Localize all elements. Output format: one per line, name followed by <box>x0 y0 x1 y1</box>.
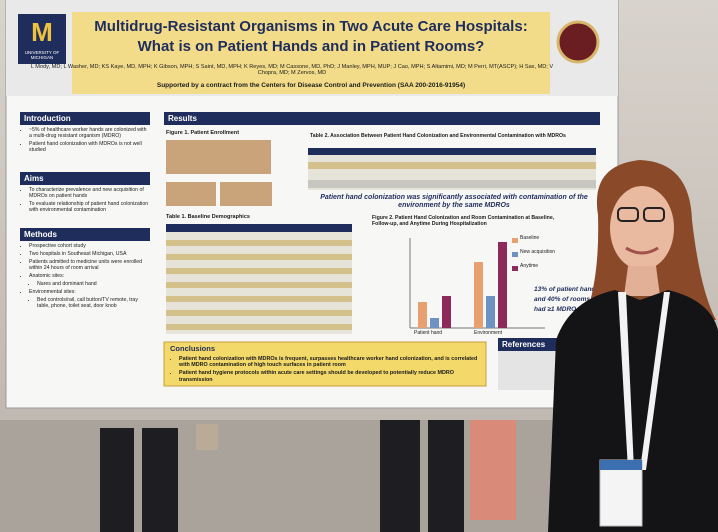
legend-swatch <box>512 252 518 257</box>
title-box <box>72 12 550 94</box>
neck <box>624 266 660 296</box>
figure-caption: Figure 1. Patient Enrollment <box>166 130 240 136</box>
lanyard <box>618 292 634 470</box>
aims: To characterize prevalence and new acqui… <box>20 187 150 216</box>
section-heading: Introduction <box>20 112 150 125</box>
legend-swatch <box>512 266 518 271</box>
callout: had ≥1 MDRO <box>534 306 577 313</box>
glasses <box>617 207 639 222</box>
title: What is on Patient Hands and in Patient … <box>137 38 485 55</box>
support: Supported by a contract from the Centers… <box>156 82 466 89</box>
conclusions-box <box>163 341 487 387</box>
group-label: Environment <box>474 330 503 336</box>
group-label: Patient hand <box>414 330 443 336</box>
badge-band <box>600 460 642 470</box>
table-rows <box>166 240 352 330</box>
background-people <box>100 420 464 532</box>
callout: 13% of patient hands <box>534 286 600 293</box>
bar <box>430 318 439 328</box>
bullet: Patients admitted to medicine units were… <box>29 259 150 272</box>
bullet: To evaluate relationship of patient hand… <box>29 201 150 214</box>
section-heading: Conclusions <box>170 344 216 353</box>
bullet: Prospective cohort study <box>29 243 150 250</box>
enrollment-box <box>166 182 216 206</box>
table-header <box>308 148 596 155</box>
background-person-dress <box>470 420 516 520</box>
section-heading: Aims <box>20 172 150 185</box>
table-caption: Table 2. Association Between Patient Han… <box>310 133 566 139</box>
callout: and 40% of rooms <box>534 296 590 303</box>
bullet: Bed controls/rail, call button/TV remote… <box>37 297 150 310</box>
va-seal <box>556 20 600 64</box>
table-caption: Table 1. Baseline Demographics <box>166 214 250 220</box>
legend-label: New acquisition <box>520 249 556 255</box>
finding: Patient hand colonization was significan… <box>320 194 588 210</box>
figure-caption: Figure 2. Patient Hand Colonization and … <box>372 215 555 227</box>
bullet: Patient hand hygiene protocols within ac… <box>179 370 480 382</box>
legend-swatch <box>512 238 518 243</box>
title: Multidrug-Resistant Organisms in Two Acu… <box>94 18 528 35</box>
bullet: Anatomic sites: <box>29 273 150 280</box>
methods: Prospective cohort study Two hospitals i… <box>20 243 150 312</box>
authors: L Mody, MD; L Washer, MD; KS Kaye, MD, M… <box>30 64 554 77</box>
enrollment-box <box>220 182 272 206</box>
bullet: Patient hand colonization with MDROs is … <box>179 356 480 368</box>
name-badge <box>599 459 643 527</box>
glasses <box>643 207 665 222</box>
bar <box>418 302 427 328</box>
table-header <box>166 224 352 232</box>
table-row <box>308 162 596 169</box>
legend-label: Baseline <box>520 235 540 241</box>
bullet: Environmental sites: <box>29 289 150 296</box>
logo-name: UNIVERSITY OF MICHIGAN <box>24 50 60 61</box>
bar <box>486 296 495 328</box>
bullet: Patient hand colonization with MDROs is … <box>29 141 150 154</box>
bullet: Two hospitals in Southeast Michigan, USA <box>29 251 150 258</box>
bag <box>196 424 218 450</box>
enrollment-box <box>166 140 271 174</box>
logo-box <box>18 14 66 64</box>
section-heading: Results <box>164 112 600 125</box>
conclusions: Patient hand colonization with MDROs is … <box>170 356 480 385</box>
legend-label: Anytime <box>520 263 539 269</box>
section-heading: Methods <box>20 228 150 241</box>
lanyard <box>640 292 670 470</box>
bar <box>474 262 483 328</box>
bullet: ~5% of healthcare worker hands are colon… <box>29 127 150 140</box>
jacket <box>548 290 718 532</box>
introduction: ~5% of healthcare worker hands are colon… <box>20 127 150 156</box>
table-row <box>308 180 596 188</box>
logo-letter: M <box>31 17 53 47</box>
smile <box>625 246 659 255</box>
bar <box>442 296 451 328</box>
bullet: To characterize prevalence and new acqui… <box>29 187 150 200</box>
bar <box>498 242 507 328</box>
bullet: Nares and dominant hand <box>37 281 150 288</box>
face <box>610 186 674 270</box>
